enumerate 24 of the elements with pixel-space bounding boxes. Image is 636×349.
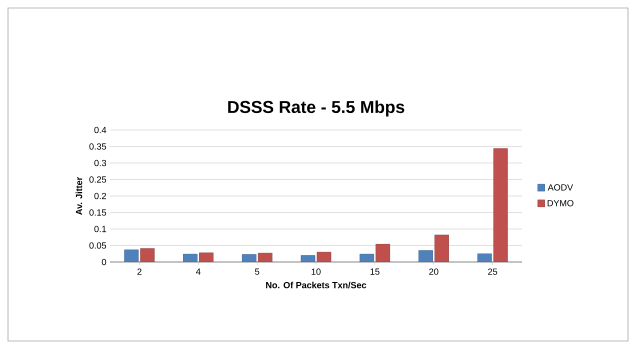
y-tick-label: 0.05 <box>89 242 106 249</box>
y-tick-label: 0.35 <box>89 143 106 150</box>
x-tick-label: 25 <box>488 268 498 275</box>
chart-title: DSSS Rate - 5.5 Mbps <box>228 100 404 117</box>
x-axis-title: No. Of Packets Txn/Sec <box>266 282 366 288</box>
legend-label: DYMO <box>548 200 574 206</box>
y-tick-label: 0.15 <box>89 209 106 216</box>
y-tick-label: 0.2 <box>94 192 106 200</box>
x-tick-label: 5 <box>255 268 260 275</box>
bar <box>493 148 508 262</box>
y-tick-label: 0 <box>102 258 106 266</box>
y-axis-title: Av. Jitter <box>76 177 82 215</box>
y-tick-label: 0.3 <box>94 160 106 166</box>
y-tick-label: 0.4 <box>94 126 106 134</box>
x-tick-label: 10 <box>312 268 321 275</box>
y-tick-label: 0.25 <box>89 176 106 183</box>
y-tick-label: 0.1 <box>94 226 106 232</box>
x-tick-label: 15 <box>370 268 380 275</box>
legend-label: AODV <box>548 184 574 191</box>
x-tick-label: 4 <box>196 268 201 275</box>
x-tick-label: 20 <box>429 268 438 275</box>
x-tick-label: 2 <box>137 268 142 275</box>
bar <box>434 234 449 262</box>
bar <box>376 244 390 262</box>
